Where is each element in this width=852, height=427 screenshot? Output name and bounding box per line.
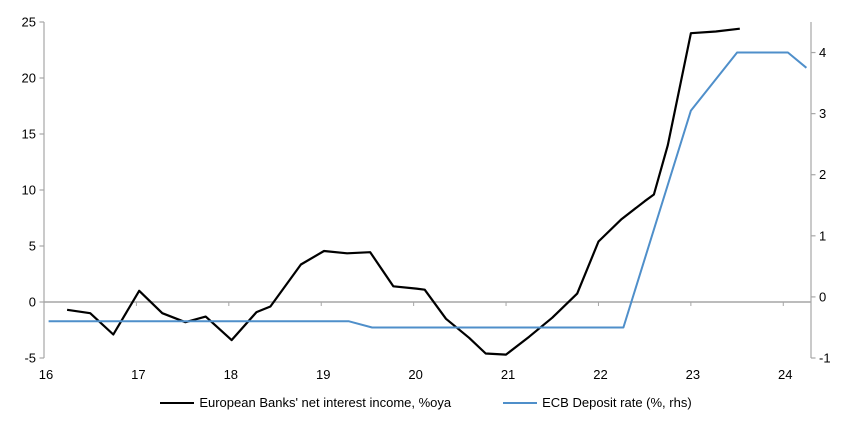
right-axis-tick-label: 4: [819, 45, 826, 60]
right-axis-tick-label: 2: [819, 167, 826, 182]
x-axis-label: 20: [408, 367, 422, 382]
legend-item-nii: European Banks' net interest income, %oy…: [160, 395, 451, 410]
x-axis-label: 22: [593, 367, 607, 382]
x-axis-label: 16: [39, 367, 53, 382]
right-axis-tick-label: -1: [819, 351, 831, 366]
ecb-rate-series-line: [48, 51, 808, 329]
x-axis-label: 24: [778, 367, 792, 382]
right-axis-tick-label: 0: [819, 289, 826, 304]
x-axis-label: 21: [501, 367, 515, 382]
nii-series-line: [66, 27, 740, 356]
left-axis-tick-label: -5: [24, 351, 36, 366]
legend-item-ecb-rate: ECB Deposit rate (%, rhs): [503, 395, 692, 410]
left-axis-tick-label: 15: [22, 127, 36, 142]
left-axis-tick-label: 0: [29, 295, 36, 310]
left-axis-tick-label: 25: [22, 15, 36, 30]
x-axis-label: 19: [316, 367, 330, 382]
ecb-rate-legend-label: ECB Deposit rate (%, rhs): [542, 395, 692, 410]
left-axis-tick-label: 10: [22, 183, 36, 198]
right-axis-tick-label: 3: [819, 106, 826, 121]
ecb-rate-line-swatch: [503, 401, 538, 404]
left-axis-tick-label: 20: [22, 71, 36, 86]
legend: European Banks' net interest income, %oy…: [0, 395, 852, 410]
right-axis-tick-label: 1: [819, 228, 826, 243]
left-axis-tick-label: 5: [29, 239, 36, 254]
x-axis-label: 17: [131, 367, 145, 382]
nii-line-swatch: [160, 401, 195, 404]
x-axis-label: 23: [686, 367, 700, 382]
x-axis-label: 18: [224, 367, 238, 382]
nii-legend-label: European Banks' net interest income, %oy…: [199, 395, 452, 410]
